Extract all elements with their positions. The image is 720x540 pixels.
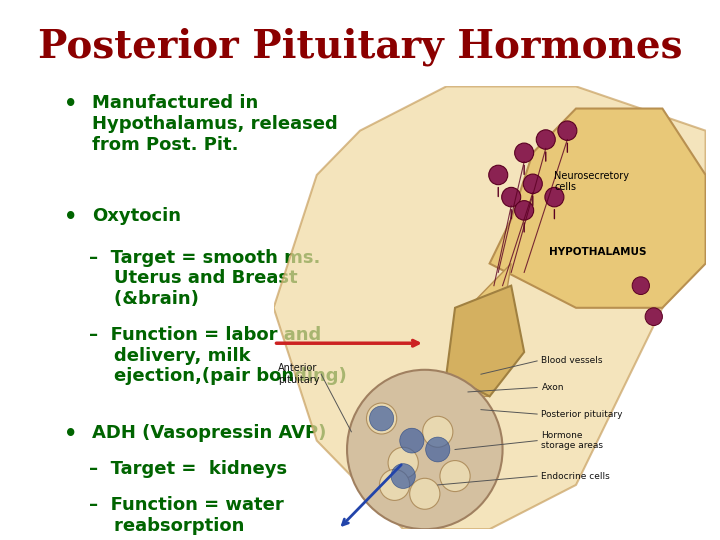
Circle shape (391, 464, 415, 489)
Text: Manufactured in
Hypothalamus, released
from Post. Pit.: Manufactured in Hypothalamus, released f… (92, 94, 338, 154)
Circle shape (515, 201, 534, 220)
Circle shape (536, 130, 555, 149)
Circle shape (347, 370, 503, 529)
Text: –  Function = labor and
    delivery, milk
    ejection,(pair bonding): – Function = labor and delivery, milk ej… (89, 326, 346, 386)
Circle shape (400, 428, 424, 453)
Text: •: • (63, 207, 77, 227)
Text: –  Function = water
    reabsorption: – Function = water reabsorption (89, 496, 284, 535)
Text: Posterior pituitary: Posterior pituitary (541, 409, 623, 418)
Text: Endocrine cells: Endocrine cells (541, 471, 610, 481)
Circle shape (515, 143, 534, 163)
Text: –  Target =  kidneys: – Target = kidneys (89, 460, 287, 478)
Text: HYPOTHALAMUS: HYPOTHALAMUS (549, 247, 647, 256)
Circle shape (369, 406, 394, 431)
Polygon shape (446, 264, 511, 396)
Text: Blood vessels: Blood vessels (541, 356, 603, 366)
Text: Anterior
pituitary: Anterior pituitary (278, 363, 320, 385)
Text: Hormone
storage areas: Hormone storage areas (541, 431, 603, 450)
Text: Neurosecretory
cells: Neurosecretory cells (554, 171, 629, 192)
Circle shape (440, 461, 470, 491)
Text: •: • (63, 94, 77, 114)
Circle shape (388, 447, 418, 478)
Circle shape (426, 437, 450, 462)
Text: Posterior Pituitary Hormones: Posterior Pituitary Hormones (37, 27, 683, 66)
Circle shape (523, 174, 542, 193)
Text: Axon: Axon (541, 383, 564, 392)
Circle shape (558, 121, 577, 140)
Circle shape (366, 403, 397, 434)
Circle shape (545, 187, 564, 207)
Circle shape (423, 416, 453, 447)
Text: •: • (63, 424, 77, 444)
Circle shape (645, 308, 662, 326)
Polygon shape (446, 286, 524, 396)
Text: ADH (Vasopressin AVP): ADH (Vasopressin AVP) (92, 424, 326, 442)
Circle shape (379, 469, 410, 501)
Polygon shape (490, 109, 706, 308)
Circle shape (632, 277, 649, 294)
Text: Oxytocin: Oxytocin (92, 207, 181, 225)
Circle shape (410, 478, 440, 509)
Text: –  Target = smooth ms.
    Uterus and Breast
    (&brain): – Target = smooth ms. Uterus and Breast … (89, 248, 320, 308)
Polygon shape (274, 86, 706, 529)
Circle shape (502, 187, 521, 207)
Circle shape (489, 165, 508, 185)
